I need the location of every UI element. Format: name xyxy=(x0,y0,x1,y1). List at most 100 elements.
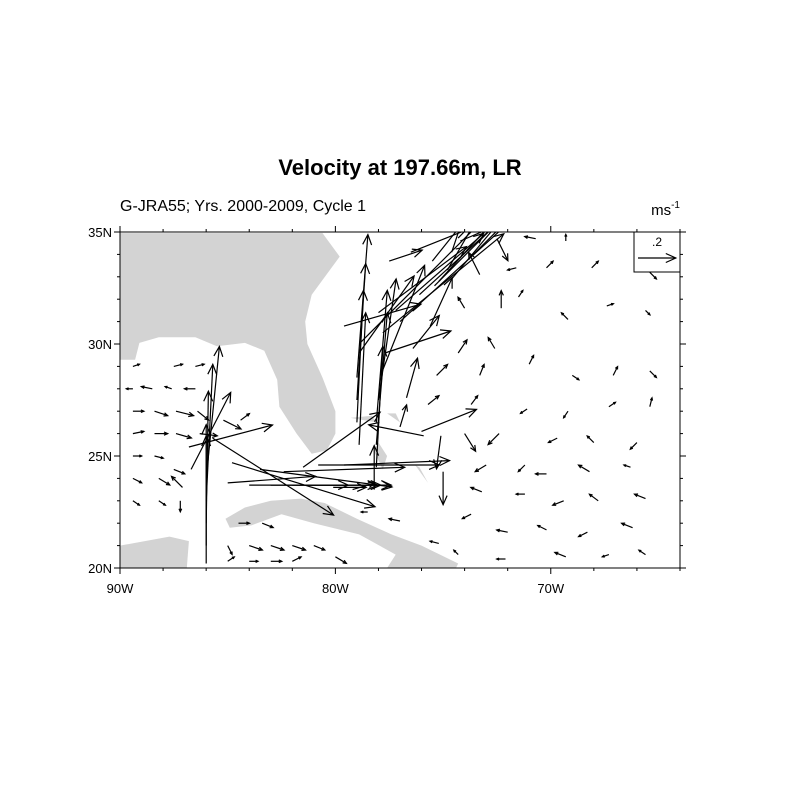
reference-vector-box: .2 xyxy=(633,231,681,273)
velocity-vector xyxy=(132,430,146,435)
velocity-vector xyxy=(514,492,525,496)
velocity-vector xyxy=(132,454,144,458)
x-tick-label: 80W xyxy=(322,581,349,596)
velocity-vector xyxy=(629,442,638,451)
velocity-vector xyxy=(227,556,236,562)
velocity-vector xyxy=(421,408,478,432)
land-mass xyxy=(120,536,189,568)
velocity-vector xyxy=(375,288,392,423)
velocity-vector xyxy=(612,365,619,376)
velocity-vector xyxy=(495,528,508,533)
velocity-vector xyxy=(197,410,210,421)
velocity-vector xyxy=(313,545,327,551)
velocity-vector xyxy=(399,403,409,428)
velocity-vector xyxy=(498,289,504,309)
velocity-vector xyxy=(389,248,424,262)
velocity-vector xyxy=(412,314,441,349)
velocity-vector xyxy=(132,409,146,414)
y-tick-label: 30N xyxy=(88,337,112,352)
velocity-vector xyxy=(571,374,581,381)
velocity-vector xyxy=(519,408,528,415)
velocity-vector xyxy=(170,475,183,488)
velocity-vector xyxy=(438,471,448,507)
velocity-vector xyxy=(436,363,449,376)
velocity-vector xyxy=(608,401,617,408)
velocity-vector xyxy=(536,524,547,531)
velocity-vector xyxy=(457,295,466,309)
velocity-vector xyxy=(335,556,348,565)
velocity-vector xyxy=(343,455,452,467)
y-tick-label: 35N xyxy=(88,225,112,240)
velocity-vector xyxy=(518,289,524,298)
velocity-vector xyxy=(356,233,373,378)
velocity-vector xyxy=(428,540,439,544)
velocity-vector xyxy=(633,493,646,500)
velocity-vector xyxy=(547,437,558,444)
velocity-vector xyxy=(546,260,555,269)
velocity-vector xyxy=(205,344,224,479)
velocity-vector xyxy=(562,410,569,420)
velocity-vector xyxy=(238,521,252,526)
velocity-vector xyxy=(468,232,497,260)
velocity-vector xyxy=(523,235,536,240)
y-tick-label: 25N xyxy=(88,449,112,464)
velocity-vector xyxy=(367,421,424,437)
velocity-vector xyxy=(649,271,658,280)
velocity-vector xyxy=(487,433,500,446)
velocity-vector xyxy=(212,437,335,516)
velocity-vector xyxy=(496,238,509,263)
reference-arrow xyxy=(638,252,678,264)
velocity-vector xyxy=(132,500,141,507)
velocity-vector xyxy=(360,232,472,343)
velocity-vector xyxy=(473,464,487,473)
land-mass xyxy=(120,233,340,454)
reference-box-frame xyxy=(633,231,681,273)
velocity-vector xyxy=(600,554,610,558)
velocity-vector xyxy=(359,510,368,514)
velocity-vector xyxy=(446,232,471,271)
velocity-vector xyxy=(534,472,547,476)
velocity-vector xyxy=(223,419,243,430)
velocity-vector xyxy=(586,434,595,444)
velocity-vector xyxy=(124,387,133,391)
velocity-vector xyxy=(438,232,485,282)
velocity-vector xyxy=(451,232,460,253)
velocity-vector xyxy=(606,302,615,307)
velocity-vector xyxy=(479,363,485,376)
velocity-vector xyxy=(240,412,251,421)
velocity-vector xyxy=(431,232,457,262)
velocity-vector xyxy=(645,309,651,316)
velocity-vector xyxy=(178,500,183,514)
units-label: ms-1 xyxy=(651,200,680,219)
velocity-vector xyxy=(460,513,472,520)
velocity-vector xyxy=(182,386,196,391)
velocity-vector xyxy=(457,338,468,354)
velocity-vector xyxy=(399,232,500,323)
velocity-vector xyxy=(261,522,275,529)
x-tick-label: 90W xyxy=(107,581,134,596)
velocity-vector xyxy=(649,370,658,379)
velocity-vector xyxy=(649,396,654,407)
velocity-vector xyxy=(249,559,260,563)
velocity-vector xyxy=(227,472,318,484)
velocity-vector xyxy=(577,464,590,473)
velocity-vector xyxy=(173,363,184,367)
velocity-vector xyxy=(553,551,567,558)
velocity-vector xyxy=(551,500,564,506)
velocity-vector xyxy=(622,464,631,468)
vector-layer xyxy=(124,232,658,565)
velocity-vector xyxy=(452,549,459,556)
reference-vector-label: .2 xyxy=(652,235,662,249)
velocity-vector xyxy=(158,477,172,486)
land-mass xyxy=(387,413,400,423)
units-base: ms xyxy=(651,202,671,219)
velocity-vector xyxy=(468,251,481,275)
velocity-vector xyxy=(195,363,206,367)
plot-frame xyxy=(119,231,681,569)
velocity-vector xyxy=(163,385,172,390)
land-mass xyxy=(415,465,428,483)
velocity-vector xyxy=(429,276,453,327)
chart-subtitle: G-JRA55; Yrs. 2000-2009, Cycle 1 xyxy=(120,198,366,215)
velocity-vector xyxy=(175,433,193,440)
